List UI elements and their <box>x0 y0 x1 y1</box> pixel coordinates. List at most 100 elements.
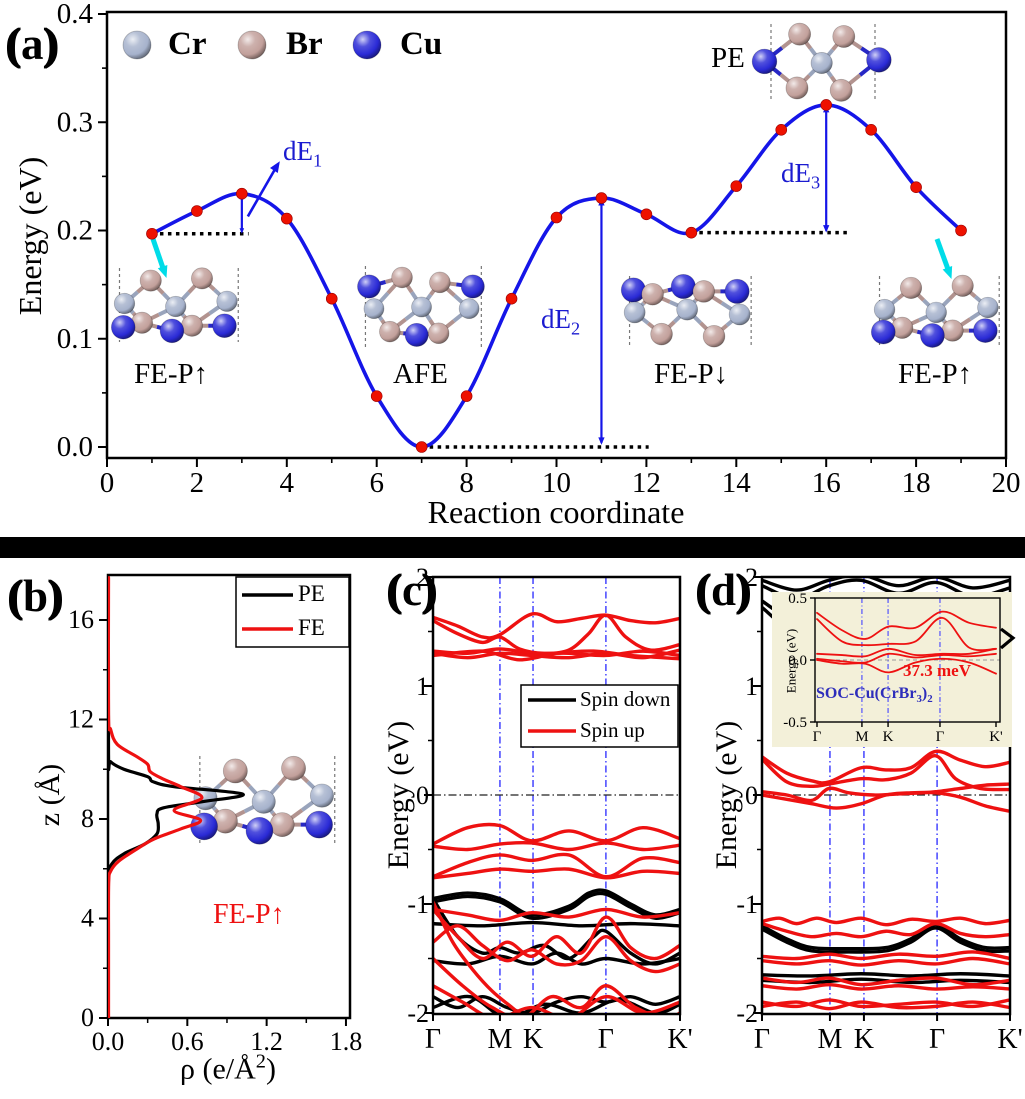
atom-cr <box>925 301 947 324</box>
atom-cu <box>460 274 485 299</box>
legend-sphere-br <box>237 30 267 60</box>
svg-text:K: K <box>854 1024 874 1055</box>
svg-text:2: 2 <box>190 467 205 499</box>
atom-cu <box>111 314 136 340</box>
soc-inset: 0.5 0.0 -0.5 Γ M K Γ K' <box>772 591 1012 747</box>
data-point <box>370 390 383 402</box>
svg-text:0.2: 0.2 <box>57 215 93 247</box>
panel-c: -2 -1 0 1 2 Γ M K Γ K' <box>407 563 692 1055</box>
atom-cr <box>165 295 187 318</box>
svg-text:14: 14 <box>722 467 752 499</box>
molecule-fe_up <box>111 267 239 344</box>
molecule-pe <box>751 22 892 102</box>
data-point <box>595 192 608 204</box>
svg-text:-2: -2 <box>407 999 429 1028</box>
atom-cu <box>751 48 778 75</box>
molecule-fe_up <box>870 274 1000 348</box>
data-point <box>236 187 248 200</box>
molecule-fe_down <box>620 273 752 348</box>
atom-br <box>269 812 295 838</box>
legend-sphere-cu <box>352 30 382 60</box>
data-point <box>146 227 158 240</box>
svg-text:0: 0 <box>81 1003 94 1032</box>
data-point <box>730 180 743 192</box>
svg-text:2: 2 <box>416 563 429 592</box>
atom-cu <box>920 323 945 348</box>
svg-text:0.0: 0.0 <box>788 653 807 669</box>
atom-cr <box>216 290 238 312</box>
data-point <box>550 211 563 224</box>
atom-cr <box>363 298 385 319</box>
svg-text:K: K <box>523 1024 543 1055</box>
svg-text:0: 0 <box>745 781 758 810</box>
atom-br <box>785 76 809 100</box>
svg-text:Γ: Γ <box>929 1024 945 1055</box>
atom-cr <box>411 296 432 318</box>
svg-text:0.6: 0.6 <box>171 1027 204 1056</box>
svg-text:0.5: 0.5 <box>788 591 807 607</box>
svg-text:Γ: Γ <box>754 1024 770 1055</box>
inset-background <box>772 592 1012 747</box>
atom-br <box>379 320 401 343</box>
data-point <box>640 208 653 221</box>
atom-cr <box>728 303 751 326</box>
atom-cu <box>866 47 892 73</box>
svg-text:Γ: Γ <box>813 729 822 745</box>
svg-text:0: 0 <box>416 781 429 810</box>
data-point <box>415 441 428 453</box>
band-edge-chevron <box>999 627 1016 650</box>
atom-cu <box>159 318 185 344</box>
data-point <box>955 224 967 237</box>
svg-text:-1: -1 <box>736 890 758 919</box>
svg-text:12: 12 <box>632 467 661 499</box>
svg-text:M: M <box>487 1024 512 1055</box>
svg-text:4: 4 <box>280 467 295 499</box>
atom-br <box>832 25 856 48</box>
atom-cr <box>113 292 136 315</box>
atom-br <box>788 22 811 46</box>
molecule-afe <box>357 266 485 348</box>
svg-text:12: 12 <box>68 705 94 734</box>
atom-br <box>951 274 974 297</box>
atom-cr <box>458 298 480 319</box>
atom-cu <box>404 322 429 347</box>
atom-br <box>702 324 726 348</box>
svg-text:0.3: 0.3 <box>57 106 93 138</box>
svg-text:8: 8 <box>459 467 474 499</box>
atom-br <box>641 282 664 306</box>
data-point <box>685 226 698 239</box>
svg-text:0.0: 0.0 <box>92 1027 125 1056</box>
svg-text:0: 0 <box>100 467 115 499</box>
atom-cr <box>309 783 334 808</box>
atom-cr <box>977 296 999 319</box>
svg-text:1: 1 <box>416 672 429 701</box>
legend-c-box <box>520 684 679 748</box>
atom-br <box>281 755 306 781</box>
atom-br <box>829 78 853 102</box>
svg-text:6: 6 <box>369 467 384 499</box>
atom-cr <box>623 301 646 324</box>
legend-b-box <box>235 576 350 648</box>
atom-cr <box>810 51 833 75</box>
atom-br <box>941 319 964 342</box>
atom-br <box>139 269 162 292</box>
atom-br <box>222 758 248 784</box>
atom-br <box>692 280 716 303</box>
svg-text:K': K' <box>997 1024 1022 1055</box>
data-point <box>865 124 877 136</box>
atom-cu <box>245 816 274 845</box>
svg-text:10: 10 <box>542 467 571 499</box>
svg-text:Γ: Γ <box>936 729 945 745</box>
atom-br <box>427 322 450 344</box>
svg-text:-0.5: -0.5 <box>783 715 807 731</box>
svg-text:0.4: 0.4 <box>57 0 94 30</box>
atom-cr <box>251 789 276 814</box>
svg-text:16: 16 <box>68 605 94 634</box>
svg-text:-1: -1 <box>407 890 429 919</box>
separator-bar <box>0 537 1025 558</box>
svg-text:-2: -2 <box>736 999 758 1028</box>
svg-text:Γ: Γ <box>598 1024 614 1055</box>
atom-cu <box>724 278 750 304</box>
svg-text:20: 20 <box>992 467 1021 499</box>
